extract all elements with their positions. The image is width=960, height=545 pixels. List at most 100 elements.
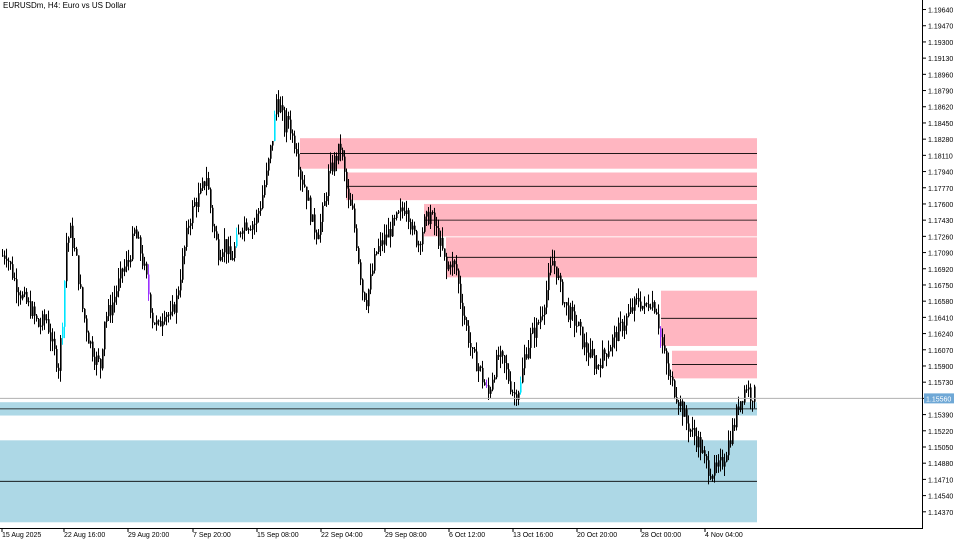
candle	[514, 382, 516, 406]
candle	[714, 455, 716, 483]
time-axis[interactable]: 15 Aug 2025 22 Aug 16:00 29 Aug 20:00 7 Sep…	[1, 528, 743, 539]
candle	[112, 292, 114, 324]
candle	[376, 251, 378, 256]
candle	[200, 183, 202, 195]
candle	[396, 211, 398, 221]
candle	[600, 358, 602, 378]
candle	[132, 226, 134, 262]
candle	[640, 291, 642, 312]
candle	[730, 430, 732, 448]
candle	[238, 224, 240, 235]
candle	[102, 348, 104, 371]
candle	[718, 454, 720, 473]
candle	[610, 344, 612, 352]
candle	[96, 351, 98, 376]
candle	[594, 348, 596, 376]
candle	[614, 325, 616, 349]
x-tick-label: 22 Aug 16:00	[64, 532, 105, 539]
candle	[22, 291, 24, 301]
candle	[256, 209, 258, 233]
y-tick-label: 1.16240	[928, 332, 953, 339]
candle	[124, 259, 126, 277]
candle	[578, 321, 580, 327]
candle	[402, 201, 404, 219]
candle	[312, 214, 314, 223]
candle	[362, 278, 364, 301]
candle	[700, 431, 702, 461]
candle	[212, 204, 214, 233]
candle	[672, 371, 674, 387]
candle	[198, 182, 200, 213]
candle	[142, 245, 144, 270]
y-tick-label: 1.15900	[928, 364, 953, 371]
candle	[330, 152, 332, 174]
candle	[410, 218, 412, 235]
candle	[286, 108, 288, 143]
y-tick-label: 1.17770	[928, 186, 953, 193]
candle	[598, 364, 600, 370]
candle	[278, 90, 280, 118]
y-tick-label: 1.18790	[928, 89, 953, 96]
candle	[666, 348, 668, 375]
candle	[436, 216, 438, 236]
candle	[492, 372, 494, 392]
candle	[602, 340, 604, 369]
current-price-label: 1.15560	[926, 396, 951, 403]
candle	[748, 380, 750, 397]
y-tick-label: 1.17600	[928, 202, 953, 209]
candle	[128, 249, 130, 271]
candle	[108, 298, 110, 322]
candle	[710, 468, 712, 481]
y-tick-label: 1.16410	[928, 315, 953, 322]
candle	[740, 401, 742, 413]
candle	[522, 357, 524, 384]
candle	[174, 301, 176, 315]
price-axis[interactable]: 1.19640 1.19470 1.19300 1.19130 1.18960 1.187…	[922, 8, 953, 517]
candle	[526, 347, 528, 360]
candle	[588, 343, 590, 366]
candle	[406, 200, 408, 222]
candle	[120, 261, 122, 288]
candle	[472, 347, 474, 359]
candle	[552, 249, 554, 266]
candle	[66, 232, 68, 288]
axes-layer	[0, 0, 923, 529]
candle	[78, 255, 80, 291]
candle	[374, 248, 376, 274]
y-tick-label: 1.17260	[928, 234, 953, 241]
candle	[210, 187, 212, 214]
candle	[624, 315, 626, 339]
candle	[316, 229, 318, 245]
candle	[520, 376, 522, 395]
candle	[538, 319, 540, 325]
candle	[88, 330, 90, 344]
candle	[10, 260, 12, 270]
candle	[360, 259, 362, 286]
candle	[340, 134, 342, 162]
candle	[68, 236, 70, 252]
candle	[512, 389, 514, 397]
y-tick-label: 1.18960	[928, 72, 953, 79]
candle	[214, 223, 216, 239]
y-tick-label: 1.19130	[928, 56, 953, 63]
candle	[216, 225, 218, 241]
candle	[642, 305, 644, 311]
candle	[746, 384, 748, 393]
candle	[154, 322, 156, 326]
candle	[744, 385, 746, 405]
candle	[248, 227, 250, 234]
candle	[706, 454, 708, 469]
candle	[426, 210, 428, 227]
candle	[36, 314, 38, 322]
candle	[476, 342, 478, 372]
candle	[510, 371, 512, 395]
candle	[334, 152, 336, 176]
candle	[160, 316, 162, 327]
candle	[94, 348, 96, 371]
candle	[738, 396, 740, 415]
candle	[8, 257, 10, 271]
candle	[282, 96, 284, 121]
candle	[70, 222, 72, 239]
